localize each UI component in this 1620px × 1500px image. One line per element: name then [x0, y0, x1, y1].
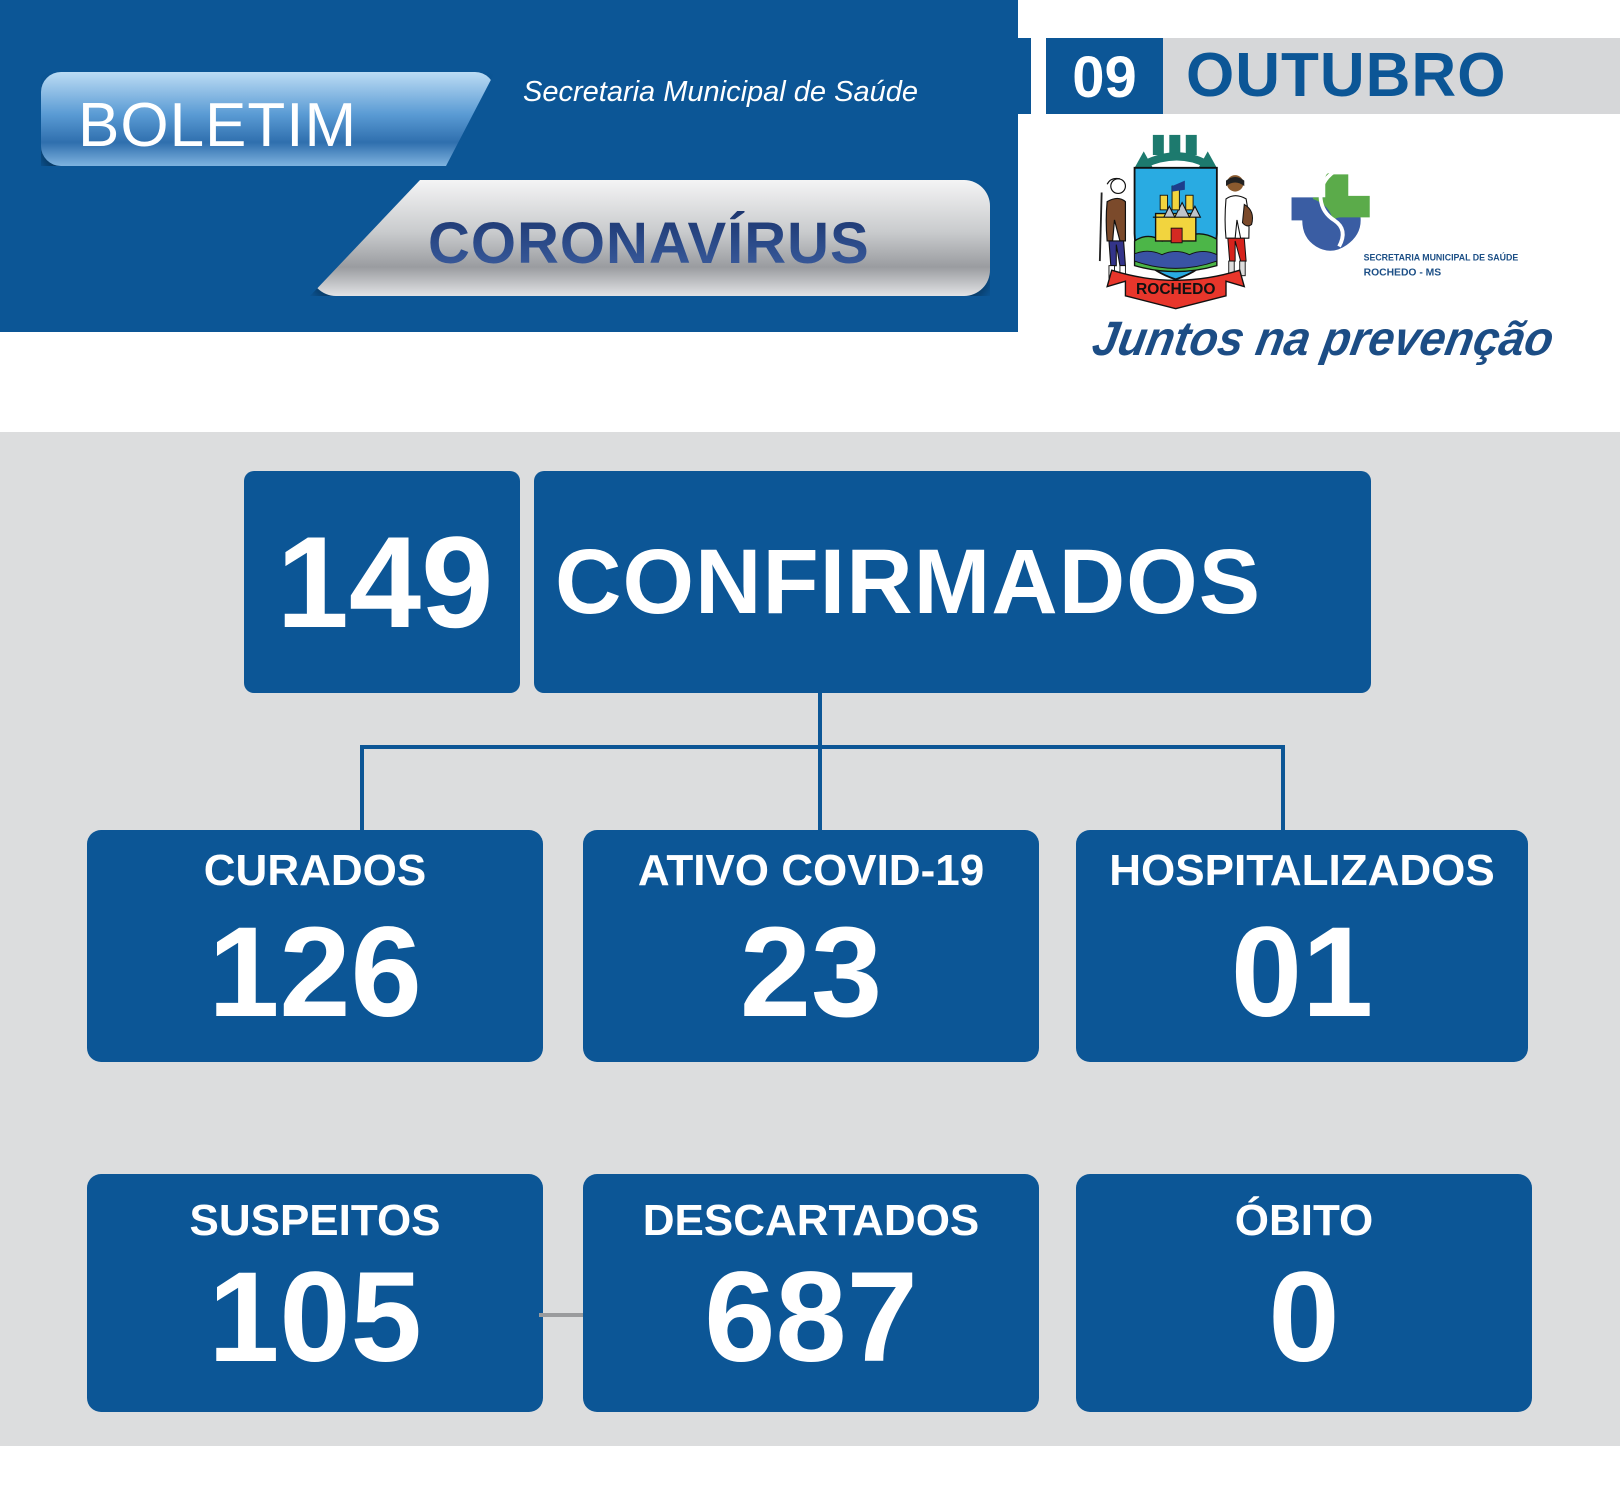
svg-text:ROCHEDO: ROCHEDO [1136, 281, 1215, 298]
svg-text:SECRETARIA MUNICIPAL DE SAÚDE: SECRETARIA MUNICIPAL DE SAÚDE [1364, 251, 1519, 262]
svg-text:ROCHEDO - MS: ROCHEDO - MS [1364, 268, 1442, 279]
